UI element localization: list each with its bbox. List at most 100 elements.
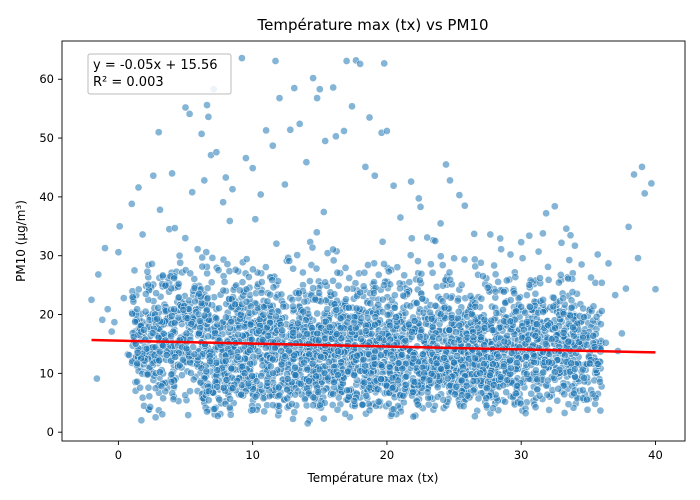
data-point [482,401,491,410]
data-point [593,250,602,259]
data-point [414,194,423,203]
data-point [445,268,454,277]
data-point [145,392,154,401]
data-point [252,377,261,386]
data-point [435,334,443,343]
data-point [539,229,547,238]
data-point [336,314,345,323]
data-point [583,405,592,414]
data-point [357,314,366,323]
data-point [560,390,569,399]
data-point [227,348,235,357]
data-point [317,353,325,361]
data-point [409,388,418,396]
y-tick-label: 20 [39,308,54,322]
data-point [547,335,556,344]
data-point [377,361,386,370]
data-point [226,394,234,403]
data-point [443,374,452,383]
data-point [589,331,598,340]
data-point [345,303,353,312]
data-point [148,329,157,337]
data-point [175,251,184,260]
data-point [281,352,289,361]
data-point [545,406,553,414]
data-point [410,317,419,325]
data-point [207,278,216,287]
data-point [564,400,573,409]
data-point [228,185,237,194]
data-point [162,351,171,359]
data-point [525,281,534,289]
data-point [268,401,277,409]
data-point [453,352,461,360]
data-point [469,333,478,342]
data-point [445,326,454,334]
data-point [407,177,415,186]
data-point [305,350,314,359]
data-point [511,389,520,398]
x-tick-label: 20 [380,448,395,462]
data-point [442,160,450,169]
data-point [352,304,361,313]
data-point [517,302,526,311]
data-point [170,274,178,283]
data-point [183,314,192,323]
data-point [371,313,380,321]
data-point [539,295,547,304]
data-point [566,311,575,320]
data-point [275,391,284,400]
data-point [401,336,410,345]
data-point [353,351,362,360]
data-point [554,384,563,393]
data-point [396,284,404,293]
data-point [383,127,391,135]
data-point [299,307,308,316]
data-point [416,332,424,341]
data-point [161,281,170,290]
data-point [167,378,176,386]
data-point [370,171,379,180]
data-point [597,278,606,287]
data-point [555,278,563,287]
data-point [134,285,143,294]
data-point [474,394,483,403]
data-point [303,365,312,374]
data-point [582,395,591,404]
data-point [226,410,235,419]
data-point [333,268,342,277]
data-point [440,303,449,312]
data-point [238,362,246,371]
data-point [283,385,292,394]
data-point [488,326,497,335]
plot-area-frame [61,40,686,442]
data-point [544,358,553,366]
data-point [431,237,440,245]
data-point [471,302,480,311]
data-point [251,215,260,224]
data-point [295,120,304,128]
data-point [314,388,323,397]
data-point [257,288,266,297]
data-point [325,358,333,367]
regression-layer [91,338,656,354]
data-point [157,382,166,391]
data-point [254,347,263,356]
data-point [286,125,295,134]
data-point [369,289,378,297]
data-point [321,278,330,287]
data-point [333,405,342,414]
data-point [133,305,141,314]
data-point [350,371,358,379]
data-point [212,358,221,367]
data-point [262,126,270,135]
data-point [409,412,418,421]
data-point [277,347,286,355]
data-point [521,409,530,418]
data-point [557,238,566,247]
data-point [212,314,221,323]
data-point [275,94,284,102]
data-point [453,296,462,305]
data-point [419,350,427,359]
data-point [494,278,502,286]
